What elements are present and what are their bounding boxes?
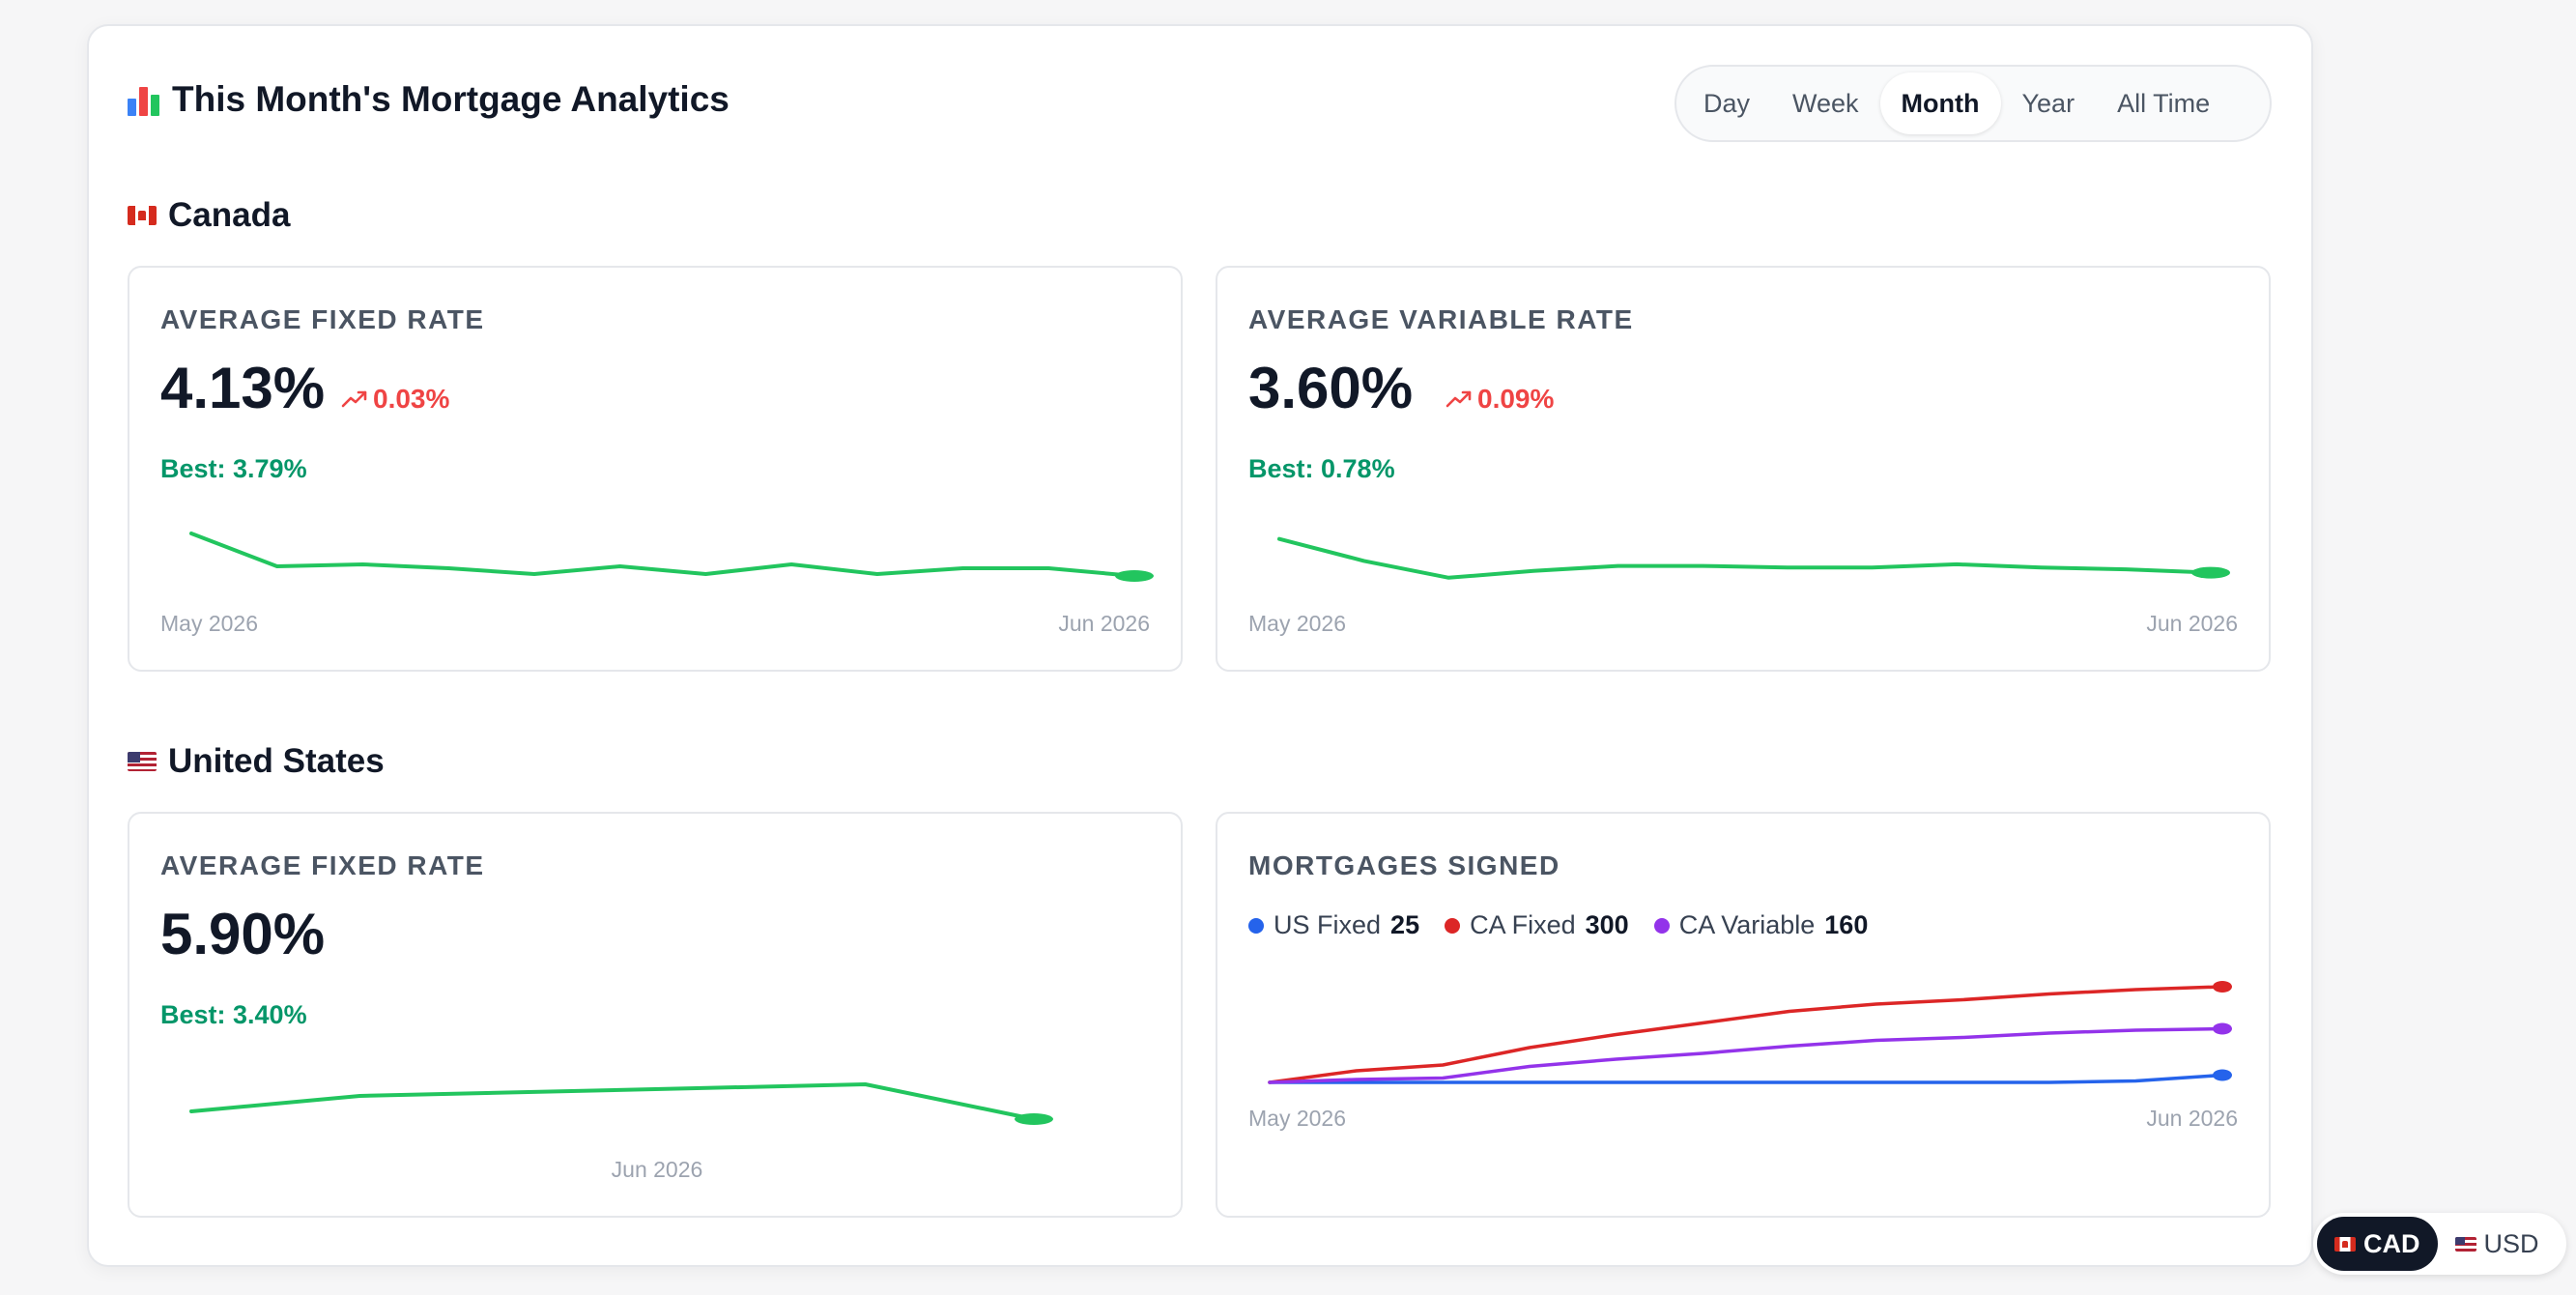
legend-label: CA Variable (1678, 910, 1816, 939)
page-title-text: This Month's Mortgage Analytics (172, 79, 730, 119)
mortgages-signed-chart (1268, 981, 2232, 1084)
us-flag-icon (2454, 1236, 2476, 1252)
us-fixed-sparkline (189, 1082, 1053, 1125)
section-title-us-text: United States (168, 742, 385, 780)
currency-usd-button[interactable]: USD (2438, 1217, 2557, 1271)
period-week-button[interactable]: Week (1792, 88, 1859, 118)
card-value: 5.90% (160, 902, 326, 966)
legend-item-us-fixed: US Fixed 25 (1248, 910, 1419, 940)
period-year-button[interactable]: Year (2021, 88, 2075, 118)
legend-item-ca-fixed: CA Fixed 300 (1445, 910, 1629, 940)
period-toggle: Day Week Month Year All Time (1674, 65, 2272, 142)
legend-dot-red (1445, 917, 1461, 934)
axis-mid-label: Jun 2026 (611, 1157, 703, 1182)
series-end-point (2213, 981, 2232, 993)
us-flag-icon (128, 752, 157, 771)
series-line-ca-variable (1268, 1026, 2224, 1084)
card-us-fixed-rate: AVERAGE FIXED RATE 5.90% Best: 3.40% Jun… (128, 812, 1183, 1218)
canada-flag-icon (2334, 1236, 2356, 1252)
currency-toggle: CAD USD (2313, 1213, 2566, 1275)
legend-count: 25 (1390, 910, 1420, 939)
axis-start-label: May 2026 (1248, 1106, 1347, 1131)
card-label: AVERAGE FIXED RATE (160, 304, 485, 334)
series-end-point (1015, 1113, 1053, 1125)
change-value: 0.03% (373, 384, 450, 414)
card-canada-variable-rate: AVERAGE VARIABLE RATE 3.60% 0.09% Best: … (1216, 266, 2271, 672)
trend-up-icon (341, 390, 367, 408)
canada-flag-icon (128, 206, 157, 225)
series-end-point (2191, 566, 2230, 579)
card-value: 4.13% (160, 356, 326, 420)
axis-start-label: May 2026 (160, 611, 259, 636)
change-indicator: 0.03% (341, 384, 449, 415)
card-canada-fixed-rate: AVERAGE FIXED RATE 4.13% 0.03% Best: 3.7… (128, 266, 1183, 672)
currency-cad-label: CAD (2363, 1228, 2420, 1258)
series-end-point (2213, 1069, 2232, 1081)
page-title: This Month's Mortgage Analytics (128, 79, 730, 120)
axis-end-label: Jun 2026 (1058, 611, 1150, 636)
axis-start-label: May 2026 (1248, 611, 1347, 636)
series-line-canada-variable-sparkline (1277, 536, 2213, 580)
best-rate: Best: 3.40% (160, 1000, 307, 1029)
section-title-canada: Canada (128, 196, 290, 235)
best-rate: Best: 3.79% (160, 454, 307, 483)
legend-count: 300 (1585, 910, 1629, 939)
period-month-button[interactable]: Month (1879, 72, 2001, 134)
legend-item-ca-variable: CA Variable 160 (1653, 910, 1869, 940)
legend-label: US Fixed (1274, 910, 1382, 939)
card-value: 3.60% (1248, 356, 1414, 420)
bar-chart-icon (128, 83, 160, 116)
chart-legend: US Fixed 25 CA Fixed 300 CA Variable 160 (1248, 910, 1868, 940)
legend-count: 160 (1824, 910, 1869, 939)
card-label: MORTGAGES SIGNED (1248, 850, 1560, 880)
card-label: AVERAGE VARIABLE RATE (1248, 304, 1634, 334)
period-all-time-button[interactable]: All Time (2117, 88, 2211, 118)
trend-up-icon (1445, 390, 1472, 408)
axis-end-label: Jun 2026 (2146, 1106, 2238, 1131)
legend-dot-blue (1248, 917, 1264, 934)
period-day-button[interactable]: Day (1703, 88, 1751, 118)
canada-fixed-sparkline (189, 532, 1154, 582)
change-value: 0.09% (1477, 384, 1555, 414)
best-rate: Best: 0.78% (1248, 454, 1395, 483)
currency-usd-label: USD (2483, 1228, 2539, 1258)
section-title-canada-text: Canada (168, 196, 291, 234)
series-end-point (2213, 1022, 2232, 1035)
canada-variable-sparkline (1277, 536, 2230, 580)
change-indicator: 0.09% (1445, 384, 1554, 415)
legend-dot-purple (1653, 917, 1670, 934)
currency-cad-button[interactable]: CAD (2317, 1217, 2438, 1271)
section-title-united-states: United States (128, 742, 385, 781)
series-line-ca-fixed (1268, 985, 2224, 1084)
card-label: AVERAGE FIXED RATE (160, 850, 485, 880)
series-end-point (1115, 570, 1154, 582)
legend-label: CA Fixed (1470, 910, 1576, 939)
axis-end-label: Jun 2026 (2146, 611, 2238, 636)
series-line-canada-fixed-sparkline (189, 532, 1136, 578)
series-line-us-fixed (1268, 1073, 2224, 1084)
series-line-us-fixed-sparkline (189, 1082, 1036, 1121)
card-mortgages-signed: MORTGAGES SIGNED US Fixed 25 CA Fixed 30… (1216, 812, 2271, 1218)
